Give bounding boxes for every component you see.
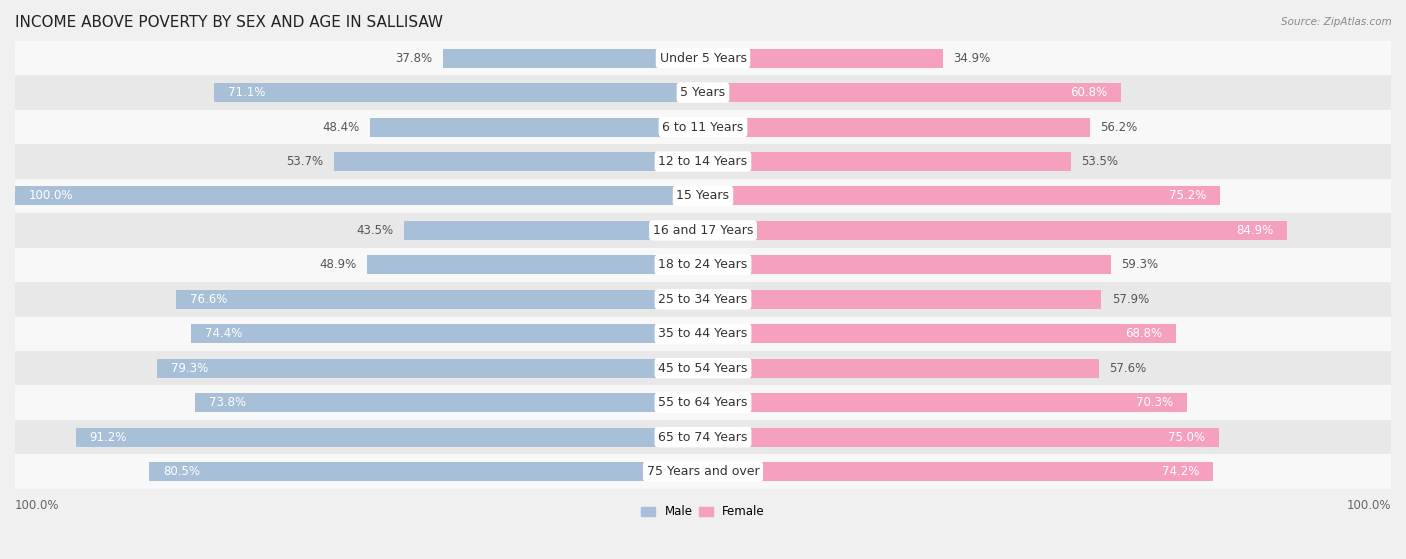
- Bar: [703, 462, 1213, 481]
- Text: 34.9%: 34.9%: [953, 51, 991, 65]
- Text: 75.0%: 75.0%: [1168, 430, 1205, 444]
- Bar: [404, 221, 703, 240]
- Text: 48.4%: 48.4%: [322, 121, 360, 134]
- Text: 45 to 54 Years: 45 to 54 Years: [658, 362, 748, 375]
- Bar: [703, 393, 1187, 412]
- Text: Source: ZipAtlas.com: Source: ZipAtlas.com: [1281, 17, 1392, 27]
- Text: 73.8%: 73.8%: [209, 396, 246, 409]
- Text: 56.2%: 56.2%: [1099, 121, 1137, 134]
- Bar: [703, 117, 1090, 136]
- Text: 74.4%: 74.4%: [205, 327, 242, 340]
- Text: 57.9%: 57.9%: [1112, 293, 1149, 306]
- Text: 6 to 11 Years: 6 to 11 Years: [662, 121, 744, 134]
- Text: 60.8%: 60.8%: [1070, 86, 1108, 99]
- Text: 48.9%: 48.9%: [319, 258, 356, 271]
- Text: 84.9%: 84.9%: [1236, 224, 1274, 237]
- Bar: [15, 386, 1391, 420]
- Text: 68.8%: 68.8%: [1125, 327, 1163, 340]
- Bar: [367, 255, 703, 274]
- Bar: [15, 41, 1391, 75]
- Bar: [703, 428, 1219, 447]
- Bar: [195, 393, 703, 412]
- Text: 35 to 44 Years: 35 to 44 Years: [658, 327, 748, 340]
- Bar: [370, 117, 703, 136]
- Text: 91.2%: 91.2%: [90, 430, 127, 444]
- Bar: [157, 359, 703, 378]
- Text: 100.0%: 100.0%: [15, 499, 59, 512]
- Text: 18 to 24 Years: 18 to 24 Years: [658, 258, 748, 271]
- Text: 59.3%: 59.3%: [1122, 258, 1159, 271]
- Text: 57.6%: 57.6%: [1109, 362, 1147, 375]
- Text: 75.2%: 75.2%: [1170, 190, 1206, 202]
- Text: 80.5%: 80.5%: [163, 465, 200, 478]
- Bar: [15, 248, 1391, 282]
- Text: 55 to 64 Years: 55 to 64 Years: [658, 396, 748, 409]
- Text: 79.3%: 79.3%: [172, 362, 208, 375]
- Text: 16 and 17 Years: 16 and 17 Years: [652, 224, 754, 237]
- Bar: [703, 290, 1101, 309]
- Bar: [703, 49, 943, 68]
- Bar: [703, 324, 1177, 343]
- Text: Under 5 Years: Under 5 Years: [659, 51, 747, 65]
- Text: 74.2%: 74.2%: [1163, 465, 1199, 478]
- Text: 100.0%: 100.0%: [1347, 499, 1391, 512]
- Text: INCOME ABOVE POVERTY BY SEX AND AGE IN SALLISAW: INCOME ABOVE POVERTY BY SEX AND AGE IN S…: [15, 15, 443, 30]
- Text: 37.8%: 37.8%: [395, 51, 433, 65]
- Bar: [703, 255, 1111, 274]
- Text: 15 Years: 15 Years: [676, 190, 730, 202]
- Bar: [149, 462, 703, 481]
- Bar: [15, 316, 1391, 351]
- Bar: [333, 152, 703, 171]
- Text: 5 Years: 5 Years: [681, 86, 725, 99]
- Text: 70.3%: 70.3%: [1136, 396, 1173, 409]
- Bar: [191, 324, 703, 343]
- Bar: [15, 110, 1391, 144]
- Text: 12 to 14 Years: 12 to 14 Years: [658, 155, 748, 168]
- Text: 71.1%: 71.1%: [228, 86, 264, 99]
- Bar: [703, 359, 1099, 378]
- Bar: [15, 420, 1391, 454]
- Bar: [15, 454, 1391, 489]
- Bar: [703, 187, 1220, 205]
- Text: 53.5%: 53.5%: [1081, 155, 1118, 168]
- Bar: [214, 83, 703, 102]
- Legend: Male, Female: Male, Female: [637, 501, 769, 523]
- Bar: [443, 49, 703, 68]
- Bar: [15, 213, 1391, 248]
- Text: 75 Years and over: 75 Years and over: [647, 465, 759, 478]
- Bar: [15, 282, 1391, 316]
- Bar: [15, 187, 703, 205]
- Text: 76.6%: 76.6%: [190, 293, 228, 306]
- Bar: [15, 75, 1391, 110]
- Text: 65 to 74 Years: 65 to 74 Years: [658, 430, 748, 444]
- Bar: [703, 83, 1122, 102]
- Bar: [15, 179, 1391, 213]
- Text: 25 to 34 Years: 25 to 34 Years: [658, 293, 748, 306]
- Bar: [703, 221, 1286, 240]
- Text: 100.0%: 100.0%: [28, 190, 73, 202]
- Bar: [703, 152, 1071, 171]
- Bar: [15, 351, 1391, 386]
- Bar: [176, 290, 703, 309]
- Bar: [15, 144, 1391, 179]
- Text: 43.5%: 43.5%: [356, 224, 394, 237]
- Bar: [76, 428, 703, 447]
- Text: 53.7%: 53.7%: [285, 155, 323, 168]
